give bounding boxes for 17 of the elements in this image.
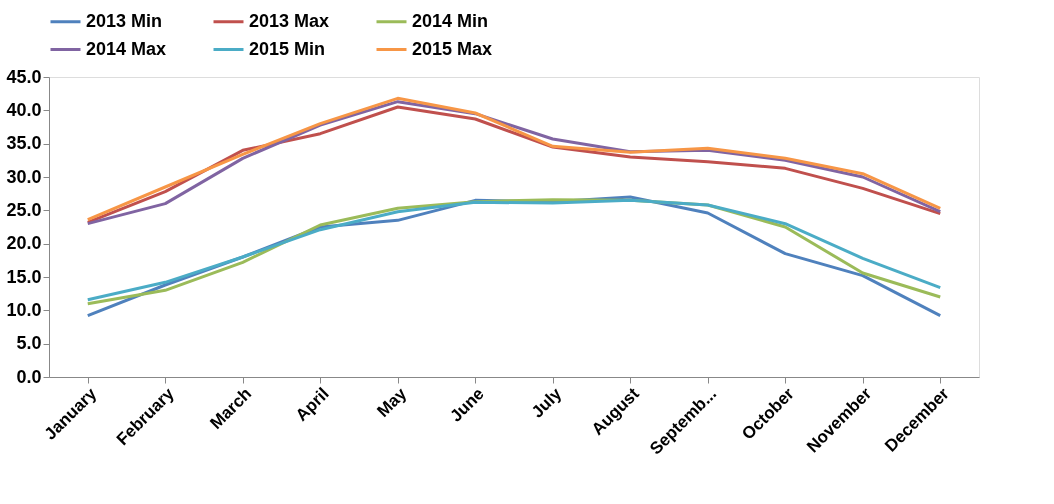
y-tick-label: 30.0 [6,166,42,187]
y-tick-label: 20.0 [6,233,42,254]
legend-label: 2014 Min [412,10,489,31]
legend-label: 2014 Max [86,38,167,59]
y-tick-label: 10.0 [6,299,42,320]
legend-label: 2013 Min [86,10,163,31]
y-tick-label: 0.0 [16,366,42,387]
y-tick-label: 40.0 [6,99,42,120]
y-tick-label: 25.0 [6,199,42,220]
x-tick-label: May [373,383,411,421]
legend-label: 2015 Max [412,38,493,59]
y-tick-label: 15.0 [6,266,42,287]
y-tick-label: 5.0 [16,333,42,354]
y-tick-label: 35.0 [6,133,42,154]
y-tick-label: 45.0 [6,66,42,87]
legend-label: 2015 Min [249,38,326,59]
legend-label: 2013 Max [249,10,330,31]
